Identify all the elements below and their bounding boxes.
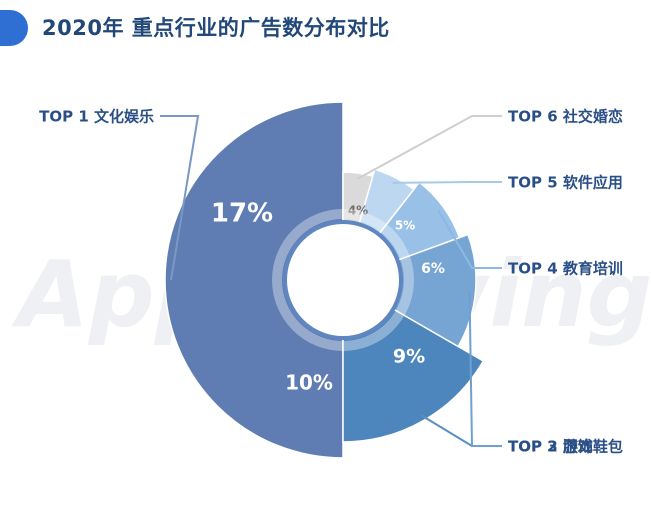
chart-inner-ring: [272, 209, 414, 351]
chart-header: 2020年 重点行业的广告数分布对比: [0, 0, 651, 62]
category-label: TOP 2 游戏: [508, 438, 593, 456]
slice-value-label: 17%: [211, 199, 273, 229]
slice-value-label: 6%: [421, 261, 445, 277]
category-label: TOP 5 软件应用: [508, 174, 623, 192]
category-label: TOP 1 文化娱乐: [39, 108, 154, 126]
callout-line: [420, 414, 502, 447]
slice-value-label: 5%: [395, 219, 415, 233]
donut-hole: [283, 220, 403, 340]
title-bar-icon: [0, 10, 28, 46]
slice-value-label: 10%: [285, 371, 333, 395]
category-label: TOP 6 社交婚恋: [508, 108, 623, 126]
category-label: TOP 4 教育培训: [508, 260, 623, 278]
callout-line: [392, 181, 502, 184]
category-label: TOP 3 服饰鞋包: [508, 438, 623, 456]
callout-line: [437, 210, 502, 269]
chart-sectors: 17% 10% 9% 6% 5% 4%: [164, 101, 485, 459]
callout-line: [160, 115, 200, 281]
callout-line: [356, 115, 502, 180]
slice-value-label: 4%: [348, 204, 368, 218]
callout-line: [468, 291, 502, 447]
inner-ring-halo: [272, 209, 414, 351]
chart-title: 2020年 重点行业的广告数分布对比: [42, 16, 390, 40]
slice-value-label: 9%: [393, 346, 425, 368]
